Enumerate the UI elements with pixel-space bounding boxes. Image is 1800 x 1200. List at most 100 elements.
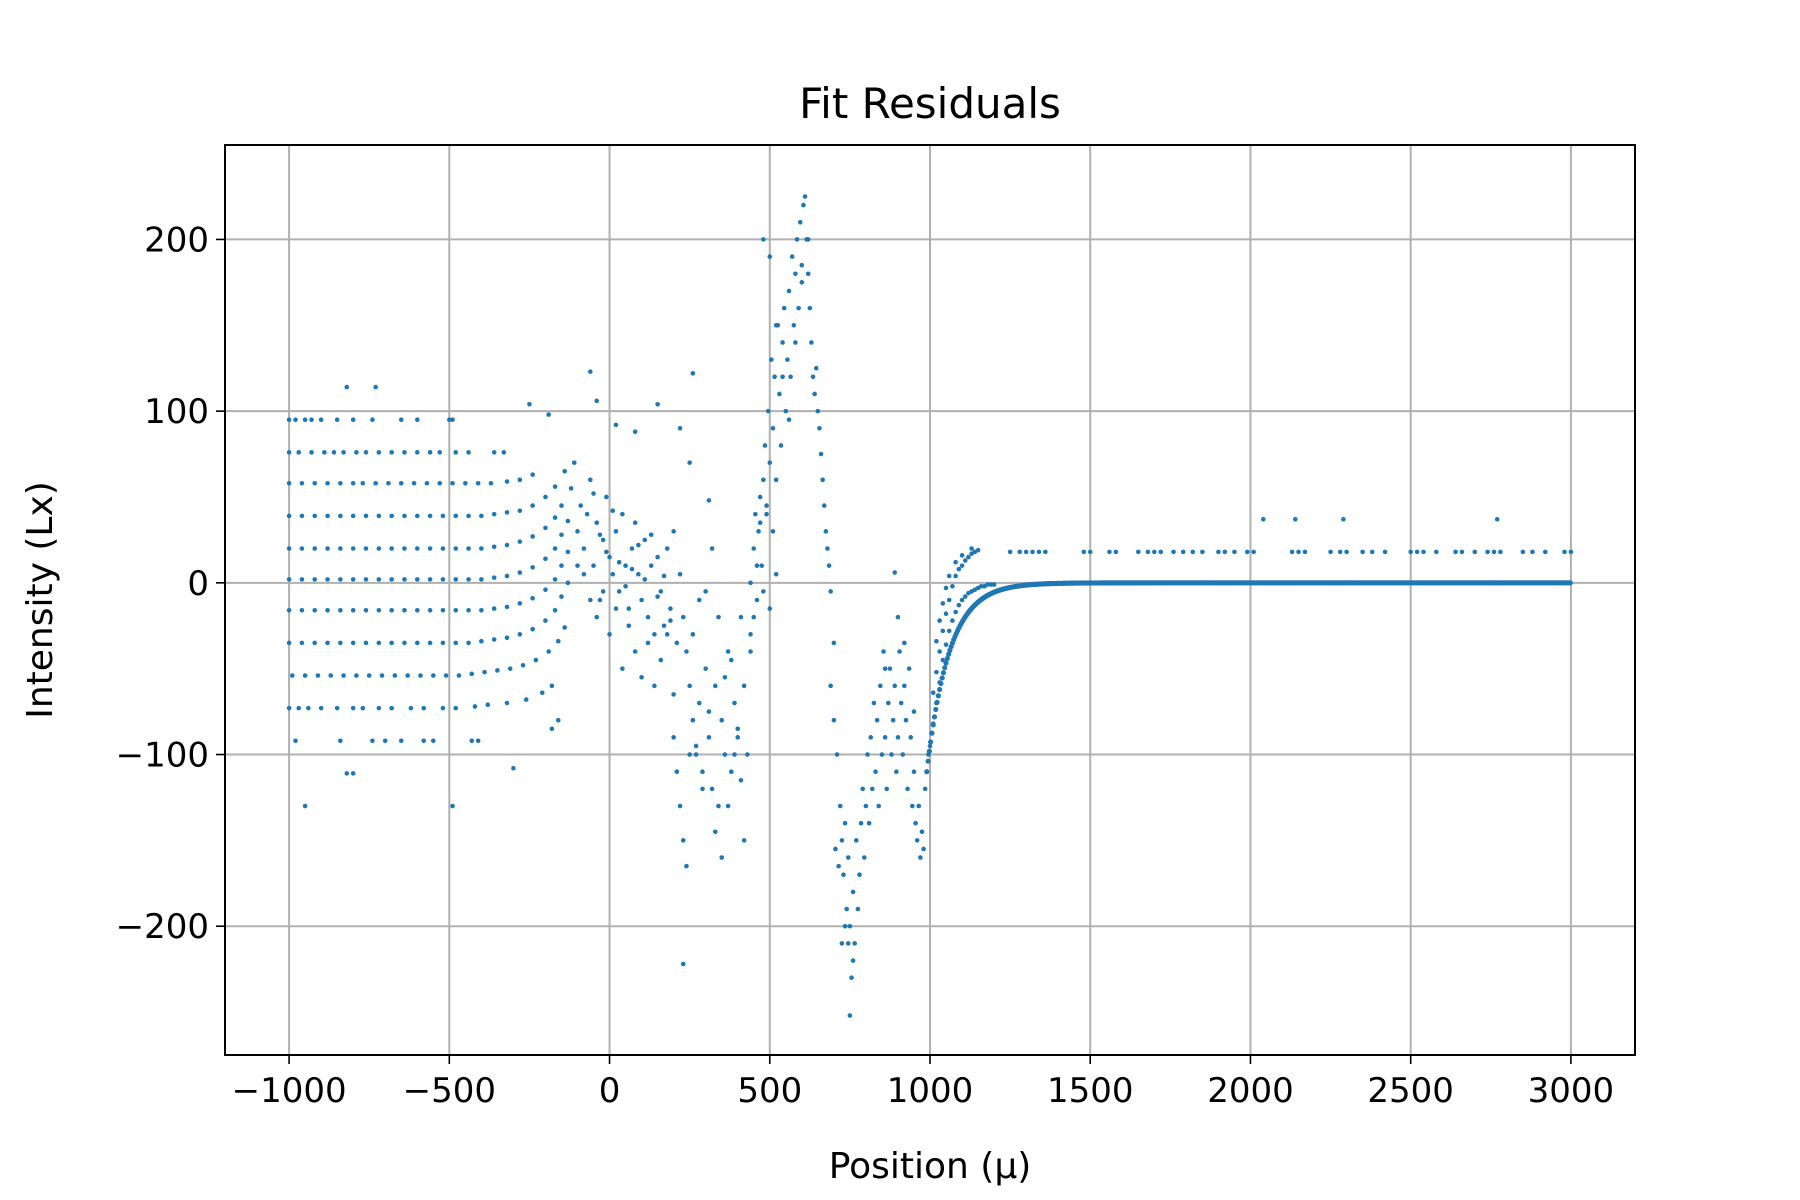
data-point <box>350 608 356 613</box>
data-point <box>855 906 861 912</box>
data-point <box>770 529 776 534</box>
data-point <box>953 559 958 565</box>
data-point <box>722 752 728 757</box>
data-point <box>696 597 702 603</box>
data-point <box>690 632 696 637</box>
data-point <box>302 673 308 678</box>
data-point <box>414 417 420 423</box>
data-point <box>427 513 433 519</box>
data-point <box>594 398 600 404</box>
data-point <box>616 589 622 594</box>
data-point <box>296 450 302 455</box>
data-point <box>325 577 330 582</box>
data-point <box>530 472 535 477</box>
data-point <box>440 513 446 519</box>
data-point <box>552 484 558 489</box>
data-point <box>978 583 984 589</box>
data-point <box>813 365 819 371</box>
data-point <box>762 443 768 448</box>
data-point <box>613 422 619 428</box>
data-point <box>533 657 539 663</box>
data-point <box>873 769 878 774</box>
data-point <box>897 649 902 654</box>
data-point <box>620 666 625 671</box>
data-point <box>690 371 696 376</box>
data-point <box>810 374 816 380</box>
data-point <box>839 838 845 843</box>
data-point <box>655 554 660 560</box>
data-point <box>344 771 350 776</box>
data-point <box>943 660 949 666</box>
data-point <box>1453 549 1458 555</box>
data-point <box>552 577 558 582</box>
data-point <box>636 571 641 577</box>
data-point <box>386 480 391 486</box>
data-point <box>479 608 484 613</box>
data-point <box>757 520 763 526</box>
data-point <box>414 546 420 551</box>
data-point <box>286 705 292 711</box>
data-point <box>905 786 910 792</box>
data-point <box>450 480 455 486</box>
data-point <box>1542 549 1548 555</box>
data-point <box>286 546 292 551</box>
data-point <box>741 838 747 843</box>
data-point <box>953 609 958 615</box>
data-point <box>302 803 308 809</box>
data-point <box>725 803 731 809</box>
data-point <box>286 577 292 582</box>
data-point <box>517 632 523 637</box>
data-point <box>756 529 761 534</box>
data-point <box>1222 549 1228 555</box>
data-point <box>1152 549 1157 555</box>
data-point <box>652 683 657 689</box>
data-point <box>767 254 773 259</box>
data-point <box>555 717 561 723</box>
data-point <box>1158 549 1164 555</box>
data-point <box>943 611 949 617</box>
y-tick-label: 200 <box>144 220 209 260</box>
data-point <box>780 374 785 380</box>
data-point <box>934 699 940 706</box>
data-point <box>350 577 356 582</box>
data-point <box>296 705 302 711</box>
data-point <box>575 563 580 568</box>
data-point <box>812 391 817 397</box>
data-point <box>940 657 946 663</box>
data-point <box>1107 549 1112 555</box>
data-point <box>466 640 471 646</box>
data-point <box>845 941 851 946</box>
data-point <box>939 675 945 681</box>
data-point <box>690 717 696 723</box>
data-point <box>504 542 510 548</box>
data-point <box>735 735 741 740</box>
data-point <box>892 570 898 575</box>
data-point <box>475 480 481 486</box>
data-point <box>886 700 891 706</box>
data-point <box>725 649 731 654</box>
data-point <box>616 559 622 565</box>
data-point <box>475 738 481 744</box>
data-point <box>700 769 705 774</box>
x-tick-label: −500 <box>403 1071 496 1111</box>
data-point <box>517 477 523 483</box>
data-point <box>520 662 526 668</box>
data-point <box>945 651 952 657</box>
data-point <box>1344 549 1349 555</box>
data-point <box>911 769 917 774</box>
x-tick-label: 2000 <box>1207 1071 1294 1111</box>
data-point <box>437 480 443 486</box>
data-point <box>962 558 968 563</box>
data-point <box>777 391 782 397</box>
data-point <box>938 680 944 687</box>
data-point <box>491 606 497 611</box>
data-point <box>312 513 318 519</box>
data-point <box>772 374 777 380</box>
y-tick-label: 100 <box>144 392 209 432</box>
data-point <box>607 632 612 637</box>
data-point <box>703 666 708 671</box>
data-point <box>712 683 718 689</box>
data-point <box>748 580 753 586</box>
data-point <box>376 705 382 711</box>
data-point <box>788 374 793 380</box>
